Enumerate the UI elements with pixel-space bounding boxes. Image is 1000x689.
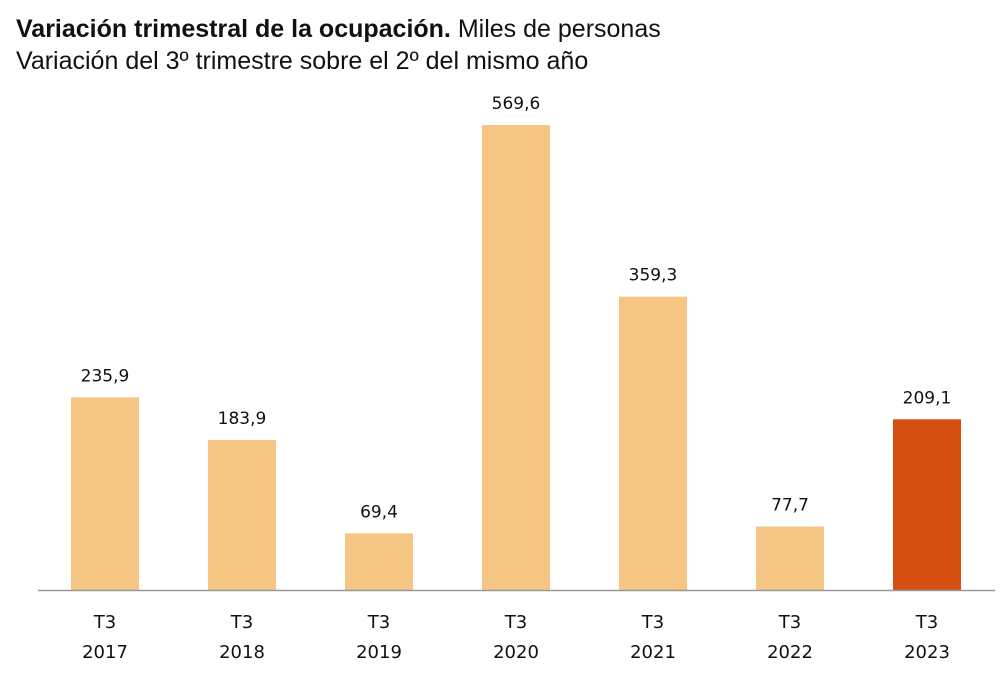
chart-title-bold: Variación trimestral de la ocupación. xyxy=(16,15,451,43)
bar-2020 xyxy=(482,125,550,590)
x-tick-quarter-2020: T3 xyxy=(504,612,527,633)
x-tick-quarter-2017: T3 xyxy=(93,612,116,633)
data-label-2020: 569,6 xyxy=(492,94,541,114)
x-tick-quarter-2019: T3 xyxy=(367,612,390,633)
chart-subtitle: Variación del 3º trimestre sobre el 2º d… xyxy=(16,47,589,75)
data-label-2017: 235,9 xyxy=(81,366,130,386)
bar-2021 xyxy=(619,296,687,590)
x-tick-year-2022: 2022 xyxy=(767,642,813,663)
x-tick-year-2023: 2023 xyxy=(904,642,950,663)
data-label-2022: 77,7 xyxy=(771,496,809,516)
x-tick-quarter-2023: T3 xyxy=(915,612,938,633)
x-tick-year-2017: 2017 xyxy=(82,642,128,663)
data-label-2021: 359,3 xyxy=(629,266,678,286)
bar-2023 xyxy=(893,419,961,590)
x-tick-year-2018: 2018 xyxy=(219,642,265,663)
x-tick-quarter-2021: T3 xyxy=(641,612,664,633)
bar-2018 xyxy=(208,439,276,590)
data-label-2018: 183,9 xyxy=(218,409,267,429)
bar-2022 xyxy=(756,526,824,590)
bar-2019 xyxy=(345,533,413,590)
x-tick-quarter-2022: T3 xyxy=(778,612,801,633)
x-tick-year-2019: 2019 xyxy=(356,642,402,663)
chart-title-units: Miles de personas xyxy=(457,15,661,43)
x-tick-year-2020: 2020 xyxy=(493,642,539,663)
bar-2017 xyxy=(71,397,139,590)
x-tick-year-2021: 2021 xyxy=(630,642,676,663)
data-label-2023: 209,1 xyxy=(903,388,952,408)
chart-title: Variación trimestral de la ocupación. Mi… xyxy=(16,14,661,44)
x-tick-quarter-2018: T3 xyxy=(230,612,253,633)
data-label-2019: 69,4 xyxy=(360,502,398,522)
